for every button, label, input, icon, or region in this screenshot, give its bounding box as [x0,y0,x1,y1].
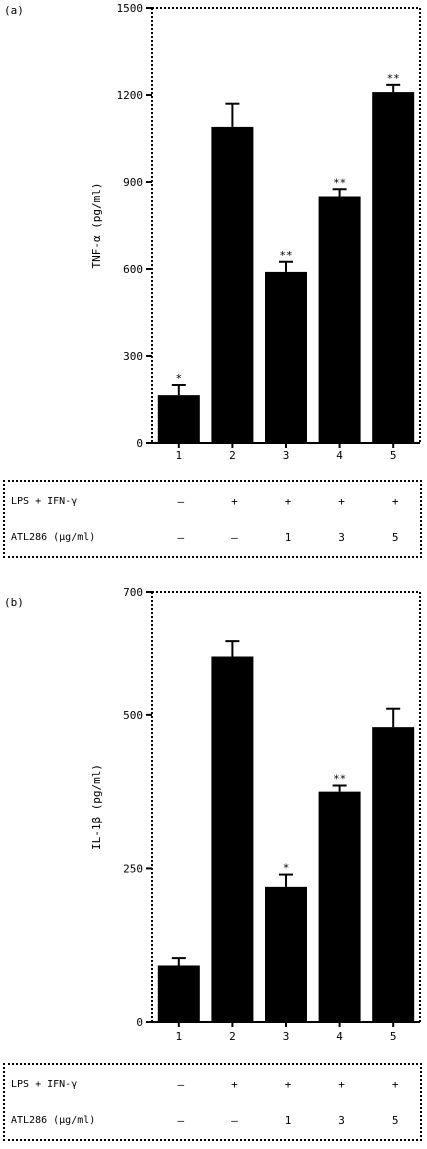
significance-marker: ** [387,72,400,85]
table-row-label: LPS + IFN-γ [11,1079,78,1090]
table-cell: + [284,1078,292,1091]
table-cell: – [177,531,185,544]
table-row-label: ATL286 (μg/ml) [11,532,96,543]
x-tick-label: 2 [229,449,236,462]
y-tick-label: 900 [123,176,143,189]
table-row-label: ATL286 (μg/ml) [11,1115,96,1126]
y-tick-label: 700 [123,586,143,599]
bar [265,886,307,1022]
y-axis-label: IL-1β (pg/ml) [90,764,103,850]
significance-marker: ** [333,176,346,189]
x-tick-label: 3 [283,1030,290,1043]
table-cell: 1 [284,1114,292,1127]
table-cell: + [391,1078,399,1091]
x-tick-label: 1 [175,449,182,462]
x-tick-label: 5 [390,1030,397,1043]
bar [157,965,200,1022]
significance-marker: ** [279,249,292,262]
condition-table-a: LPS + IFN-γ – + + + + ATL286 (μg/ml) – – 1 3 5 [3,480,422,558]
table-row: ATL286 (μg/ml) – – 1 3 5 [5,528,420,548]
table-row: ATL286 (μg/ml) – – 1 3 5 [5,1111,420,1131]
plot-frame [152,7,421,443]
significance-marker: * [175,372,182,385]
panel-label: (b) [4,596,24,609]
table-cell: 1 [284,531,292,544]
x-tick-label: 1 [175,1030,182,1043]
x-tick-label: 4 [336,449,343,462]
table-cell: – [231,531,238,544]
y-tick-label: 500 [123,709,143,722]
significance-marker: * [283,862,290,875]
table-cell: + [284,495,292,508]
bar [211,656,254,1022]
table-cell: + [231,1078,238,1091]
bar [372,92,415,443]
bar [318,196,361,443]
bar [318,791,361,1022]
y-tick-label: 0 [136,437,143,450]
table-cell: 5 [391,1114,399,1127]
table-cell: – [177,495,185,508]
y-tick-label: 600 [123,263,143,276]
y-tick-label: 1200 [117,89,144,102]
x-tick-label: 2 [229,1030,236,1043]
plot-frame [152,591,421,1022]
bar [372,727,415,1022]
table-cell: + [338,1078,345,1091]
table-cell: + [338,495,345,508]
y-tick-label: 300 [123,350,143,363]
bar [211,126,254,444]
table-cell: – [177,1114,185,1127]
bar [157,395,200,443]
x-tick-label: 5 [390,449,397,462]
table-row: LPS + IFN-γ – + + + + [5,492,420,512]
table-row: LPS + IFN-γ – + + + + [5,1075,420,1095]
table-cell: 3 [338,1114,345,1127]
table-cell: + [231,495,238,508]
table-cell: 3 [338,531,345,544]
x-tick-label: 3 [283,449,290,462]
y-tick-label: 0 [136,1016,143,1029]
x-tick-label: 4 [336,1030,343,1043]
table-cell: – [231,1114,238,1127]
table-cell: 5 [391,531,399,544]
table-row-label: LPS + IFN-γ [11,496,78,507]
y-axis-label: TNF-α (pg/ml) [90,182,103,268]
y-tick-label: 1500 [117,2,144,15]
panel-label: (a) [4,4,24,17]
condition-table-b: LPS + IFN-γ – + + + + ATL286 (μg/ml) – – 1 3 5 [3,1063,422,1141]
table-cell: + [391,495,399,508]
significance-marker: ** [333,773,346,786]
table-cell: – [177,1078,185,1091]
y-tick-label: 250 [123,862,143,875]
bar [265,271,307,443]
